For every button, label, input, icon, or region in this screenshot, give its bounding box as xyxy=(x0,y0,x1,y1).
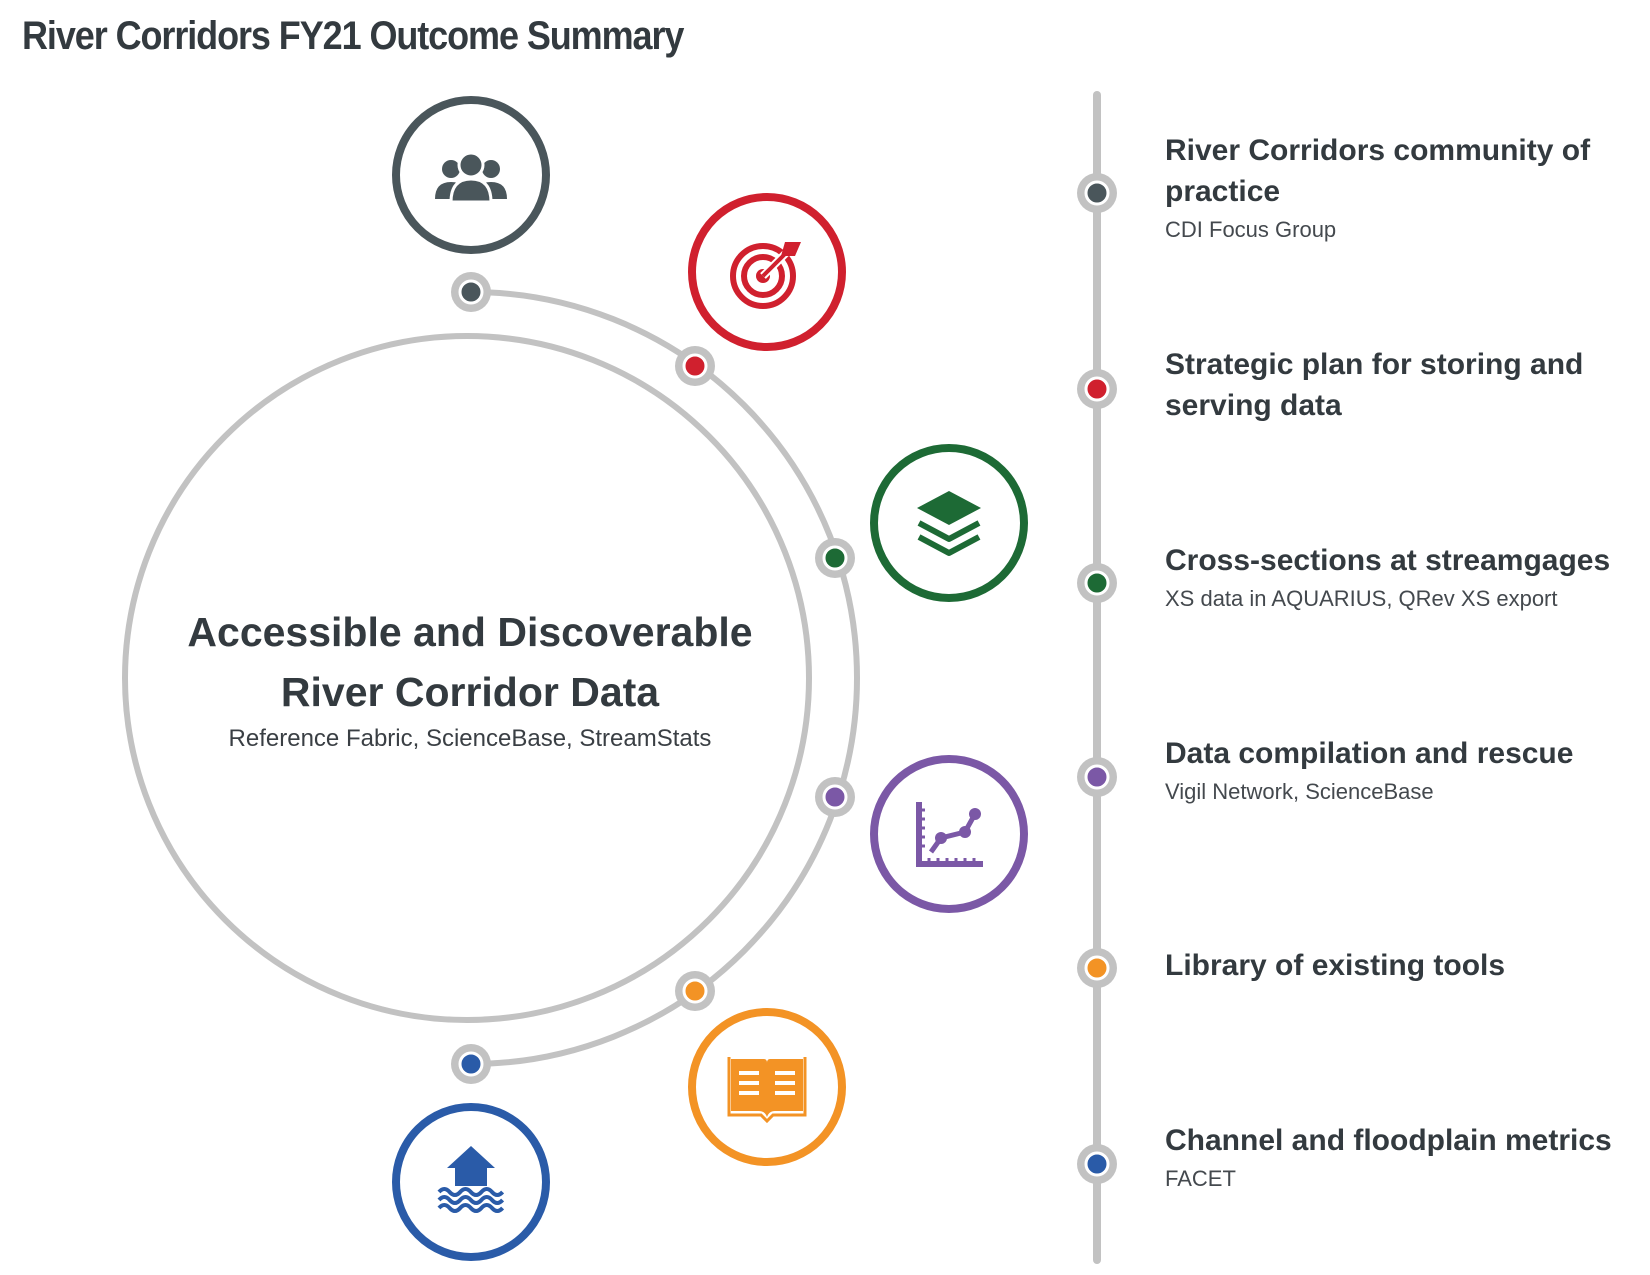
outcome-title-line: Library of existing tools xyxy=(1165,949,1506,982)
center-subtitle: Reference Fabric, ScienceBase, StreamSta… xyxy=(228,725,712,752)
open-book-icon xyxy=(727,1057,807,1124)
outcome-subtitle: Vigil Network, ScienceBase xyxy=(1165,779,1434,804)
target-icon xyxy=(730,242,801,309)
people-group-icon xyxy=(435,151,507,204)
arc-node-dot xyxy=(458,279,484,305)
center-title-line1: Accessible and Discoverable xyxy=(187,609,753,655)
timeline-node-dot xyxy=(1084,1151,1110,1177)
outcome-title-line: serving data xyxy=(1165,389,1342,422)
arc-node-dot xyxy=(458,1051,484,1077)
outcome-cross-sections: Cross-sections at streamgages XS data in… xyxy=(1165,540,1635,613)
arc-node-dot xyxy=(822,784,848,810)
page-title: River Corridors FY21 Outcome Summary xyxy=(22,14,684,58)
outcome-title-line: Cross-sections at streamgages xyxy=(1165,544,1611,577)
outcome-subtitle: XS data in AQUARIUS, QRev XS export xyxy=(1165,586,1558,611)
arc-node-dot xyxy=(682,978,708,1004)
outcome-subtitle: FACET xyxy=(1165,1166,1236,1191)
outcome-community: River Corridors community of practice CD… xyxy=(1165,130,1635,244)
outcome-title-line: Data compilation and rescue xyxy=(1165,737,1574,770)
outcome-title-line: Strategic plan for storing and xyxy=(1165,348,1584,381)
outcome-channel-metrics: Channel and floodplain metrics FACET xyxy=(1165,1120,1635,1193)
outcome-subtitle: CDI Focus Group xyxy=(1165,217,1337,242)
outcome-tool-library: Library of existing tools xyxy=(1165,945,1635,986)
arc-node-dot xyxy=(682,353,708,379)
arc-node-dot xyxy=(822,545,848,571)
outcome-title-line: practice xyxy=(1165,175,1281,208)
outcome-title-line: River Corridors community of xyxy=(1165,134,1591,167)
timeline-node-dot xyxy=(1084,376,1110,402)
center-circle xyxy=(122,333,812,1023)
timeline-node-dot xyxy=(1084,955,1110,981)
layers-icon xyxy=(917,491,981,556)
flooded-house-icon xyxy=(437,1146,505,1213)
outcome-arc xyxy=(470,289,860,1067)
center-title-line2: River Corridor Data xyxy=(280,669,660,715)
outcome-strategic-plan: Strategic plan for storing and serving d… xyxy=(1165,344,1635,426)
timeline-node-dot xyxy=(1084,764,1110,790)
timeline-node-dot xyxy=(1084,570,1110,596)
outcome-title-line: Channel and floodplain metrics xyxy=(1165,1124,1612,1157)
line-chart-icon xyxy=(916,802,983,867)
timeline-node-dot xyxy=(1084,180,1110,206)
outcome-data-compilation: Data compilation and rescue Vigil Networ… xyxy=(1165,733,1635,806)
